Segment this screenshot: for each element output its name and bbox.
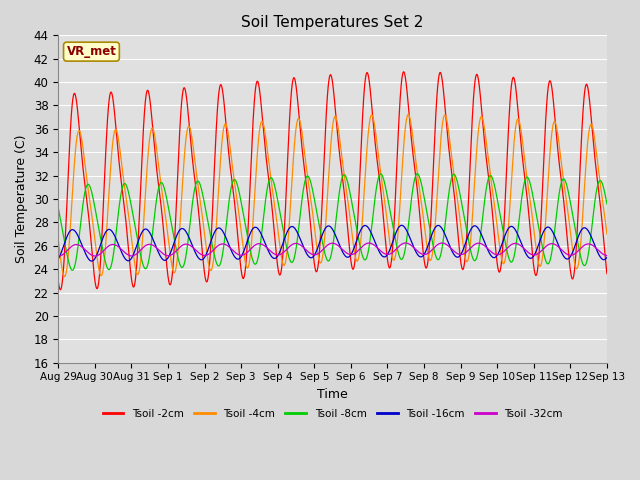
Tsoil -2cm xyxy=(289,76,297,82)
Tsoil -4cm xyxy=(404,111,412,117)
Tsoil -16cm xyxy=(603,254,611,260)
Tsoil -8cm xyxy=(586,237,594,243)
Tsoil -4cm xyxy=(61,274,68,279)
Tsoil -2cm xyxy=(400,69,408,75)
Tsoil -32cm xyxy=(54,253,62,259)
Tsoil -32cm xyxy=(402,240,410,246)
Tsoil -8cm xyxy=(68,267,76,273)
Tsoil -16cm xyxy=(88,258,95,264)
Tsoil -32cm xyxy=(54,253,62,259)
Tsoil -4cm xyxy=(453,194,461,200)
Tsoil -4cm xyxy=(603,231,611,237)
Text: VR_met: VR_met xyxy=(67,45,116,58)
Line: Tsoil -16cm: Tsoil -16cm xyxy=(58,225,607,261)
Tsoil -16cm xyxy=(316,241,323,247)
Tsoil -8cm xyxy=(453,178,461,184)
Tsoil -16cm xyxy=(289,224,297,230)
Tsoil -4cm xyxy=(289,157,297,163)
Tsoil -8cm xyxy=(603,201,611,207)
Tsoil -4cm xyxy=(54,237,62,243)
Line: Tsoil -4cm: Tsoil -4cm xyxy=(58,114,607,276)
Tsoil -8cm xyxy=(413,171,421,177)
Tsoil -4cm xyxy=(316,257,323,263)
Tsoil -2cm xyxy=(56,287,64,293)
Tsoil -2cm xyxy=(285,129,292,135)
Title: Soil Temperatures Set 2: Soil Temperatures Set 2 xyxy=(241,15,424,30)
Tsoil -32cm xyxy=(289,241,297,247)
Tsoil -2cm xyxy=(453,222,461,228)
Tsoil -16cm xyxy=(559,252,567,258)
Tsoil -2cm xyxy=(586,106,594,111)
Tsoil -4cm xyxy=(559,174,567,180)
Tsoil -16cm xyxy=(285,226,292,232)
Tsoil -32cm xyxy=(316,250,323,256)
Tsoil -8cm xyxy=(316,222,323,228)
Tsoil -2cm xyxy=(603,271,611,276)
Tsoil -32cm xyxy=(603,252,611,258)
Tsoil -2cm xyxy=(559,192,567,198)
Tsoil -8cm xyxy=(54,205,62,211)
Tsoil -32cm xyxy=(586,241,594,247)
Tsoil -32cm xyxy=(559,248,567,254)
Tsoil -4cm xyxy=(586,122,594,128)
Line: Tsoil -2cm: Tsoil -2cm xyxy=(58,72,607,290)
Tsoil -4cm xyxy=(285,226,292,232)
Line: Tsoil -32cm: Tsoil -32cm xyxy=(58,243,607,256)
Tsoil -16cm xyxy=(398,222,406,228)
Line: Tsoil -8cm: Tsoil -8cm xyxy=(58,174,607,270)
Tsoil -16cm xyxy=(586,232,594,238)
Y-axis label: Soil Temperature (C): Soil Temperature (C) xyxy=(15,135,28,263)
Tsoil -2cm xyxy=(54,278,62,284)
Legend: Tsoil -2cm, Tsoil -4cm, Tsoil -8cm, Tsoil -16cm, Tsoil -32cm: Tsoil -2cm, Tsoil -4cm, Tsoil -8cm, Tsoi… xyxy=(99,405,567,423)
Tsoil -16cm xyxy=(54,256,62,262)
Tsoil -32cm xyxy=(453,251,461,256)
Tsoil -8cm xyxy=(559,176,567,182)
X-axis label: Time: Time xyxy=(317,388,348,401)
Tsoil -8cm xyxy=(285,254,292,260)
Tsoil -32cm xyxy=(285,244,292,250)
Tsoil -16cm xyxy=(453,254,461,260)
Tsoil -2cm xyxy=(316,253,323,259)
Tsoil -8cm xyxy=(289,258,297,264)
